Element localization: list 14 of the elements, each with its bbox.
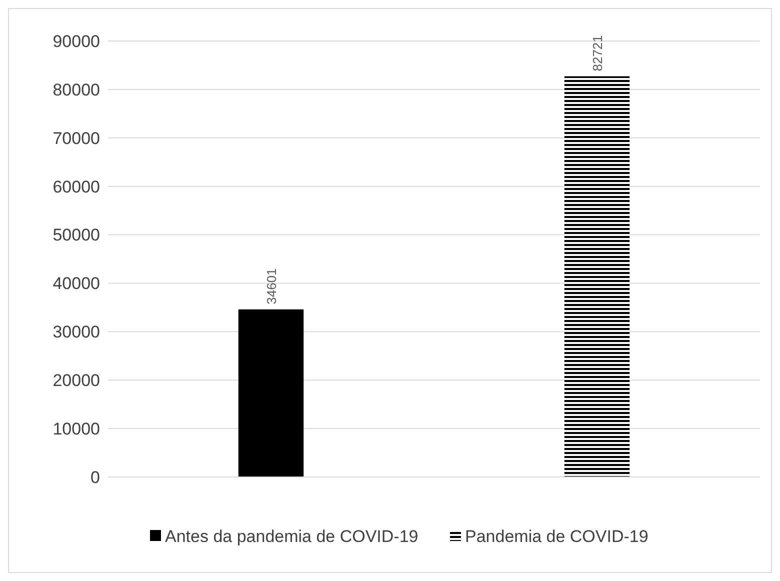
y-tick-label: 50000: [52, 226, 100, 245]
y-tick-label: 0: [90, 468, 100, 487]
data-label: 34601: [264, 268, 279, 304]
legend-label: Antes da pandemia de COVID-19: [165, 526, 418, 546]
y-tick-label: 40000: [52, 274, 100, 294]
legend-label: Pandemia de COVID-19: [465, 526, 648, 546]
y-tick-label: 70000: [52, 128, 100, 148]
data-label: 82721: [590, 35, 605, 72]
y-tick-label: 10000: [52, 420, 100, 439]
y-tick-label: 60000: [52, 177, 100, 196]
y-tick-label: 90000: [52, 32, 100, 51]
y-tick-label: 80000: [52, 80, 100, 100]
y-tick-label: 30000: [52, 322, 100, 342]
y-tick-label: 20000: [52, 371, 100, 390]
